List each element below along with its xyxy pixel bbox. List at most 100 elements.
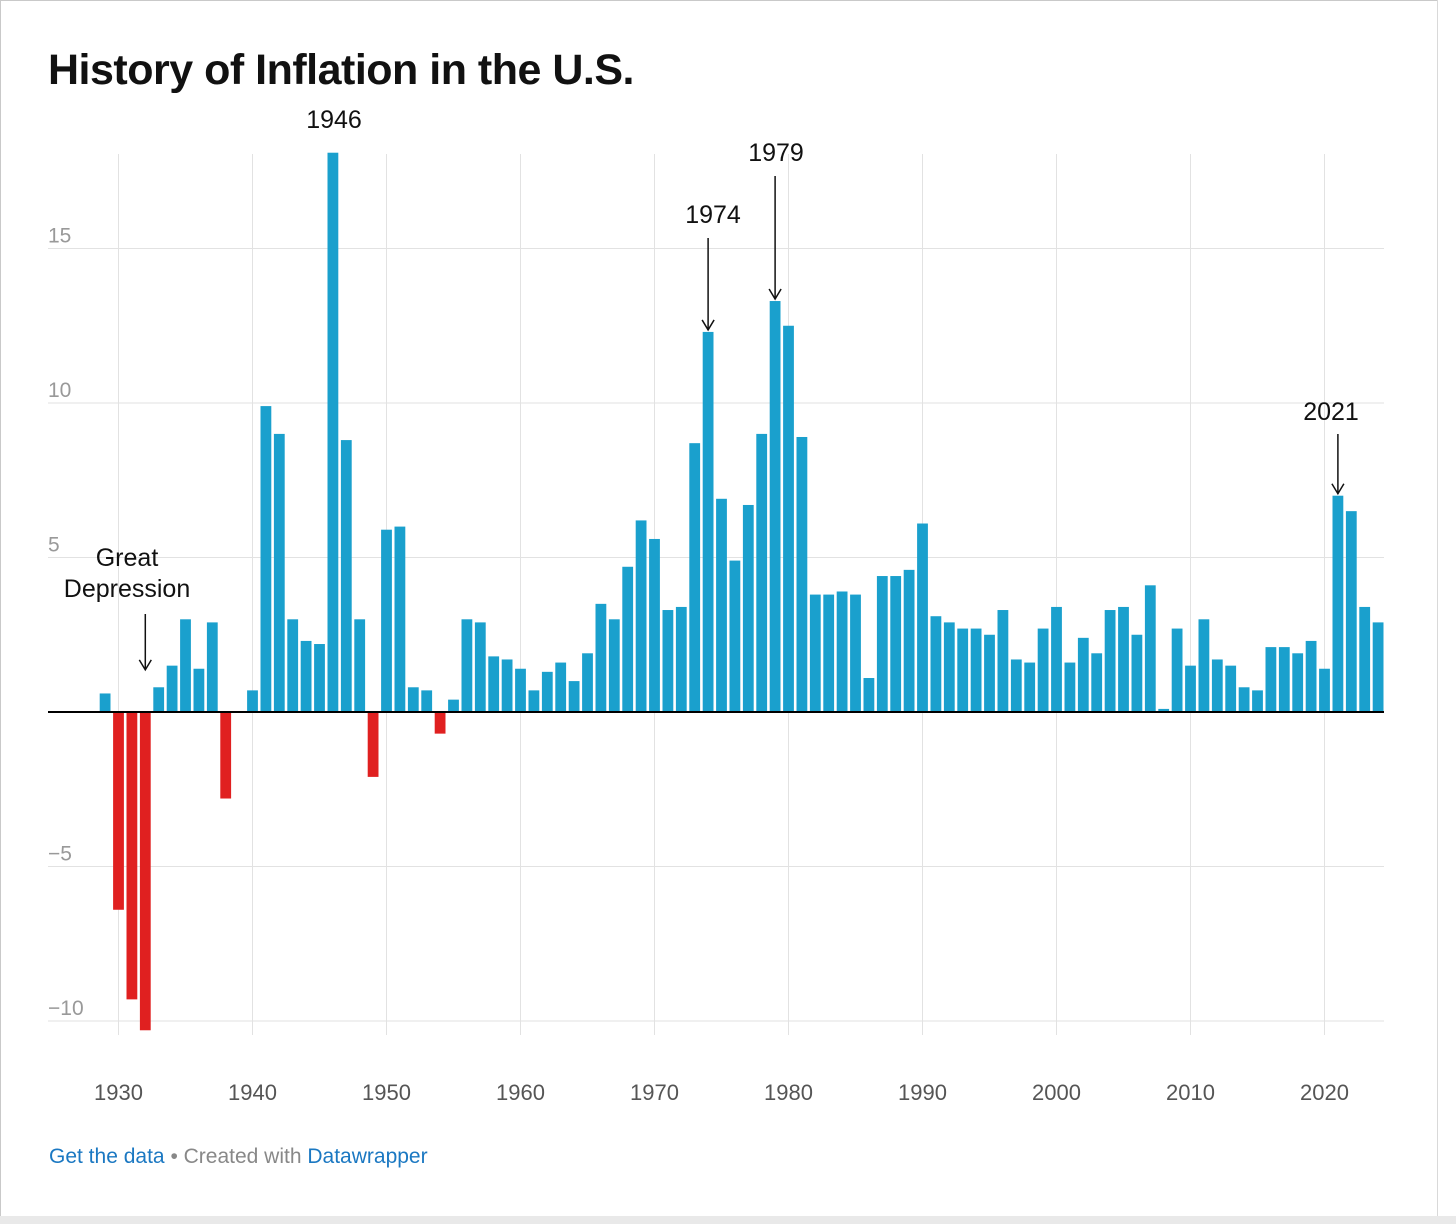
bar-2013 (1225, 665, 1237, 712)
bar-2004 (1104, 610, 1116, 712)
annotation-arrowhead-1932 (138, 659, 152, 672)
bar-2005 (1118, 606, 1129, 712)
x-tick-label: 1930 (94, 1080, 143, 1105)
bar-1959 (501, 659, 513, 712)
x-tick-label: 1990 (898, 1080, 947, 1105)
bar-1971 (662, 610, 674, 712)
annotation-arrowhead-1979 (768, 288, 782, 301)
get-data-link[interactable]: Get the data (49, 1145, 165, 1168)
x-tick-label: 1980 (764, 1080, 813, 1105)
bar-2024 (1372, 622, 1384, 712)
bar-1972 (675, 606, 687, 712)
bar-1988 (890, 576, 902, 712)
x-tick-label: 1960 (496, 1080, 545, 1105)
bar-1985 (850, 594, 861, 712)
bar-2018 (1292, 653, 1304, 712)
bar-1970 (649, 538, 660, 712)
bar-2009 (1171, 628, 1183, 712)
bar-1987 (876, 576, 888, 712)
bar-2010 (1185, 665, 1196, 712)
annotation-arrowhead-1974 (701, 319, 715, 332)
bar-1944 (300, 640, 312, 712)
window-edge (1437, 0, 1456, 1224)
bar-2023 (1359, 606, 1371, 712)
bar-1980 (783, 325, 794, 712)
created-with-text: Created with (183, 1145, 302, 1168)
bar-1973 (689, 443, 701, 712)
x-tick-label: 2010 (1166, 1080, 1215, 1105)
y-tick-label: −5 (48, 843, 72, 866)
bar-1933 (153, 687, 165, 712)
bar-1986 (863, 678, 875, 712)
bar-2001 (1064, 662, 1076, 712)
bar-2003 (1091, 653, 1103, 712)
bar-1951 (394, 526, 406, 712)
bar-2020 (1319, 668, 1330, 712)
bar-1957 (474, 622, 486, 712)
bar-1942 (273, 433, 285, 712)
bar-2016 (1265, 647, 1277, 712)
bar-1975 (716, 498, 727, 712)
bar-2000 (1051, 606, 1062, 712)
bar-2014 (1238, 687, 1250, 712)
bar-1967 (608, 619, 620, 712)
bar-2021 (1332, 495, 1344, 712)
bar-1998 (1024, 662, 1036, 712)
bar-1976 (729, 560, 741, 712)
bar-1936 (193, 668, 205, 712)
bar-1990 (917, 523, 928, 712)
bar-1983 (823, 594, 835, 712)
bar-2012 (1211, 659, 1223, 712)
bar-1979 (769, 301, 781, 712)
bar-1952 (407, 687, 419, 712)
bar-1996 (997, 610, 1009, 712)
bar-1948 (354, 619, 366, 712)
bar-1945 (314, 644, 325, 712)
annotation-label-1946: 1946 (306, 106, 362, 134)
bar-1964 (568, 681, 580, 712)
bar-1982 (809, 594, 821, 712)
inflation-chart: −10 −5 5 10 15 1930 1940 1950 1960 1970 1980 1990 20… (48, 106, 1384, 1105)
bar-1995 (984, 634, 995, 712)
bar-2015 (1252, 690, 1263, 712)
bar-2017 (1278, 647, 1290, 712)
datawrapper-link[interactable]: Datawrapper (307, 1145, 428, 1168)
bar-1934 (166, 665, 178, 712)
footer-separator: • (170, 1145, 178, 1168)
annotation-label-1932: Great (96, 544, 159, 572)
bar-1997 (1010, 659, 1022, 712)
bar-1968 (622, 566, 634, 712)
y-tick-label: 5 (48, 534, 60, 557)
bar-1974 (702, 331, 714, 712)
bar-1978 (756, 433, 768, 712)
bar-1966 (595, 603, 607, 712)
bar-2022 (1345, 511, 1357, 712)
bar-1930 (113, 712, 124, 910)
x-tick-label: 2020 (1300, 1080, 1349, 1105)
annotation-label-1974: 1974 (685, 201, 741, 229)
bar-1965 (582, 653, 593, 712)
annotation-label-1932: Depression (64, 575, 190, 603)
chart-footer: Get the data • Created with Datawrapper (49, 1145, 428, 1169)
bar-1954 (434, 712, 446, 734)
bar-1977 (742, 504, 754, 712)
bar-1950 (381, 529, 392, 712)
annotation-label-1979: 1979 (748, 139, 804, 167)
bar-1963 (555, 662, 567, 712)
bar-1931 (126, 712, 138, 1000)
y-tick-label: 10 (48, 379, 71, 402)
bar-1947 (340, 440, 352, 712)
bar-1991 (930, 616, 942, 712)
bar-1955 (448, 699, 459, 712)
bottom-strip (0, 1216, 1456, 1224)
bar-1937 (206, 622, 218, 712)
bar-1953 (421, 690, 433, 712)
bar-1938 (220, 712, 232, 799)
bar-2007 (1144, 585, 1156, 712)
bar-1949 (367, 712, 379, 777)
x-tick-label: 1970 (630, 1080, 679, 1105)
bar-1981 (796, 436, 808, 712)
bar-1969 (635, 520, 647, 712)
bar-2008 (1158, 708, 1170, 712)
bar-2006 (1131, 634, 1143, 712)
